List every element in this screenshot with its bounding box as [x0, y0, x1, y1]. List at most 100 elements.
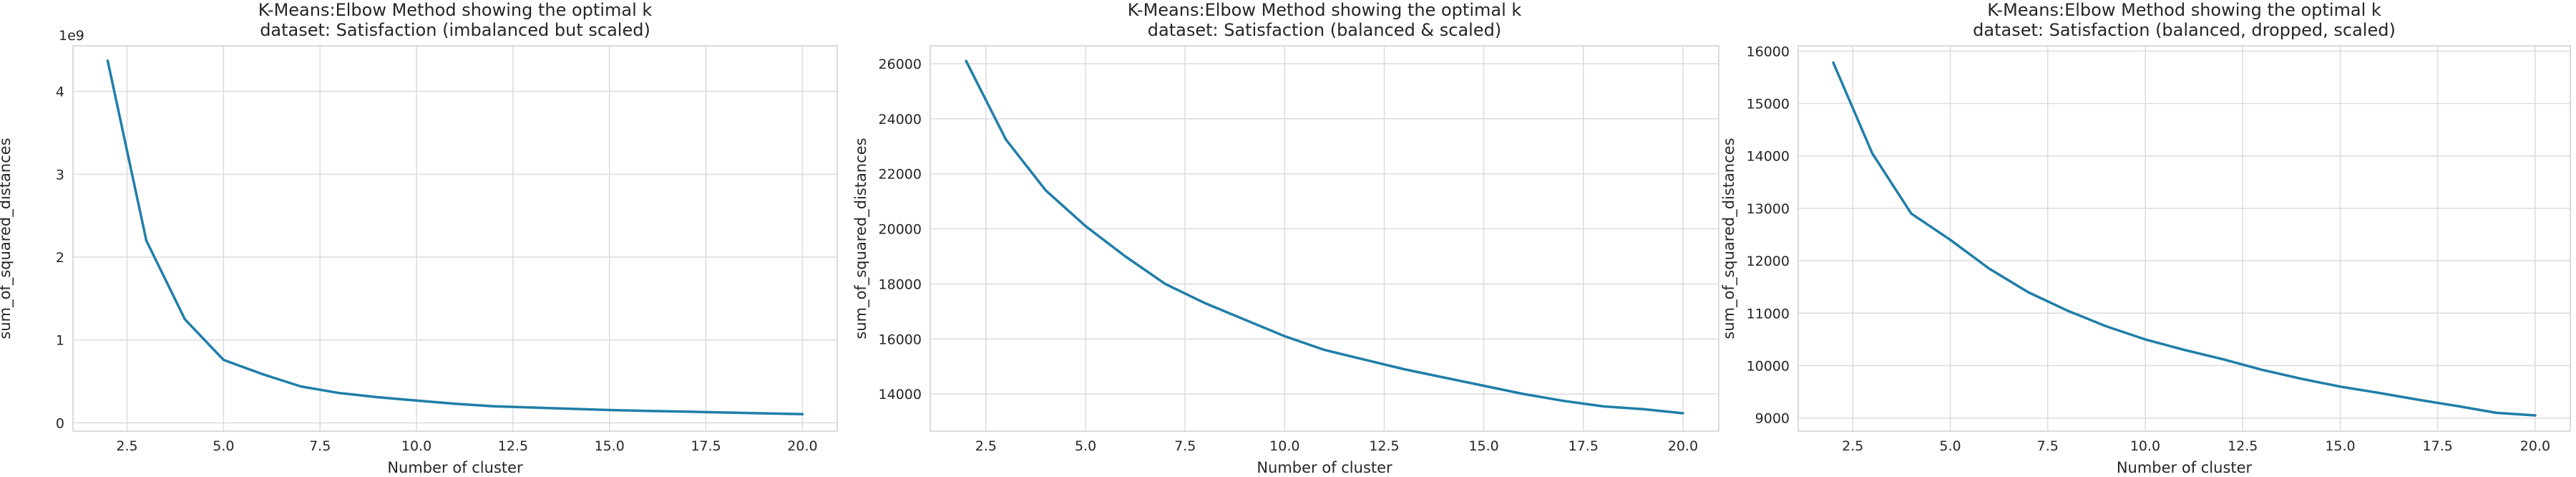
y-tick-label: 12000 [1747, 254, 1790, 269]
y-tick-label: 3 [56, 167, 64, 183]
data-point [1681, 411, 1685, 415]
data-point [1641, 407, 1645, 411]
y-tick-label: 1 [56, 333, 64, 349]
data-point [2533, 413, 2537, 418]
plot-area [1798, 46, 2570, 431]
data-point [801, 412, 805, 416]
data-point [1043, 188, 1048, 193]
x-tick-label: 12.5 [2228, 438, 2258, 454]
x-tick-label: 5.0 [1939, 438, 1961, 454]
data-point [2260, 367, 2265, 372]
data-point [608, 408, 612, 413]
y-axis-label: sum_of_squared_distances [852, 138, 870, 339]
y-tick-label: 9000 [1755, 411, 1790, 427]
data-point [2143, 337, 2147, 342]
y-tick-label: 18000 [879, 276, 922, 292]
x-tick-label: 10.0 [1269, 438, 1299, 454]
x-tick-label: 20.0 [2520, 438, 2550, 454]
x-axis-label: Number of cluster [387, 459, 523, 476]
y-tick-label: 14000 [1747, 149, 1790, 165]
data-point [1362, 357, 1367, 362]
x-tick-label: 5.0 [1075, 438, 1096, 454]
x-tick-label: 12.5 [1369, 438, 1399, 454]
data-point [2338, 385, 2343, 389]
chart-subtitle: dataset: Satisfaction (balanced, dropped… [1973, 20, 2396, 40]
chart-panel-3: 2.5 5.0 7.5 10.0 12.5 15.0 17.5 20.0 9000 10000 11… [1720, 0, 2571, 476]
x-tick-label: 2.5 [975, 438, 997, 454]
data-point [2104, 324, 2109, 329]
plot-area [73, 46, 837, 431]
chart-panel-1: 2.5 5.0 7.5 10.0 12.5 15.0 17.5 20.0 0 1 2 3 4 1e9 K-M… [0, 0, 838, 476]
y-tick-label: 16000 [1747, 44, 1790, 59]
data-point [182, 317, 187, 322]
y-axis-label: sum_of_squared_distances [0, 138, 14, 339]
plot-area [930, 46, 1719, 431]
data-point [145, 238, 149, 243]
x-tick-label: 12.5 [498, 438, 528, 454]
y-tick-label: 20000 [879, 222, 922, 238]
x-tick-label: 15.0 [1468, 438, 1498, 454]
y-tick-label: 26000 [879, 57, 922, 72]
data-point [530, 405, 535, 410]
data-point [1831, 60, 1835, 64]
data-point [260, 372, 264, 376]
chart-subtitle: dataset: Satisfaction (imbalanced but sc… [260, 20, 650, 40]
data-point [2377, 391, 2381, 395]
data-point [492, 404, 496, 408]
y-tick-label: 24000 [879, 112, 922, 127]
y-tick-label: 0 [56, 415, 64, 431]
x-tick-label: 20.0 [1668, 438, 1698, 454]
data-point [1083, 224, 1088, 228]
y-tick-label: 4 [56, 85, 64, 100]
series-line [1832, 61, 2537, 417]
data-point [1987, 266, 1991, 271]
data-point [1482, 384, 1486, 388]
data-point [2299, 377, 2303, 381]
x-tick-label: 5.0 [213, 438, 234, 454]
x-tick-label: 2.5 [1842, 438, 1863, 454]
chart-title: K-Means:Elbow Method showing the optimal… [1128, 0, 1522, 20]
y-tick-label: 13000 [1747, 201, 1790, 217]
chart-panel-2: 2.5 5.0 7.5 10.0 12.5 15.0 17.5 20.0 14000 16000 1… [852, 0, 1719, 476]
plot-frame [72, 45, 838, 432]
data-point [1521, 392, 1526, 396]
data-point [337, 391, 341, 395]
data-point [1163, 281, 1167, 286]
x-tick-label: 17.5 [1568, 438, 1599, 454]
data-point [569, 407, 573, 411]
data-point [1322, 348, 1327, 352]
y-axis-label: sum_of_squared_distances [1720, 138, 1738, 339]
data-point [646, 409, 650, 413]
y-tick-label: 15000 [1747, 97, 1790, 112]
data-point [1123, 254, 1128, 259]
data-point [221, 358, 225, 362]
data-point [2026, 290, 2031, 294]
series-line [106, 59, 804, 416]
chart-title: K-Means:Elbow Method showing the optimal… [1987, 0, 2381, 20]
data-point [1402, 367, 1406, 372]
data-point [1442, 375, 1446, 380]
data-point [298, 385, 303, 389]
x-axis-label: Number of cluster [2117, 459, 2253, 476]
data-point [1870, 151, 1875, 155]
chart-title: K-Means:Elbow Method showing the optimal… [258, 0, 653, 20]
plot-frame [1797, 45, 2571, 432]
data-point [1601, 404, 1606, 408]
data-point [2065, 309, 2069, 313]
x-tick-label: 10.0 [401, 438, 431, 454]
y-tick-label: 14000 [879, 387, 922, 403]
data-point [2494, 410, 2499, 415]
data-point [2182, 348, 2187, 352]
x-tick-label: 7.5 [2037, 438, 2059, 454]
data-point [762, 411, 766, 415]
data-point [414, 398, 419, 403]
y-tick-label: 2 [56, 250, 64, 266]
series-line [965, 59, 1684, 415]
x-tick-label: 17.5 [691, 438, 721, 454]
x-tick-label: 17.5 [2423, 438, 2453, 454]
x-axis-label: Number of cluster [1257, 459, 1392, 476]
data-point [453, 402, 457, 406]
data-point [1909, 211, 1913, 216]
data-point [723, 410, 728, 415]
